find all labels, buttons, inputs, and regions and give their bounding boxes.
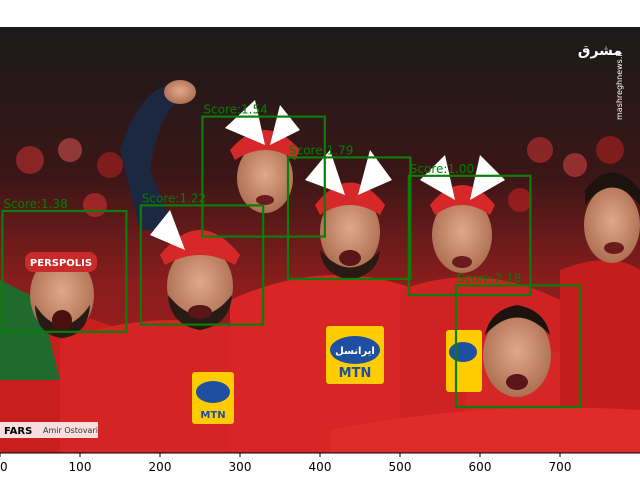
detection-rect bbox=[407, 174, 532, 297]
detection-box: Score:1.22 bbox=[139, 191, 265, 326]
scarf-text: PERSPOLIS bbox=[30, 258, 92, 269]
detection-box: Score:1.00 bbox=[407, 162, 532, 297]
watermark: مشرق mashreghnews.ir bbox=[578, 43, 624, 120]
detection-rect bbox=[139, 204, 265, 326]
x-axis: 0 100 200 300 400 500 600 700 bbox=[0, 452, 640, 474]
detection-box: Score:1.79 bbox=[286, 143, 412, 281]
credit-name: Amir Ostovari bbox=[43, 426, 98, 435]
x-tick-label: 600 bbox=[469, 460, 492, 474]
sponsor-text-2: MTN bbox=[200, 410, 225, 421]
x-tick-label: 100 bbox=[69, 460, 92, 474]
detection-rect bbox=[1, 209, 128, 333]
detection-label: Score:1.00 bbox=[410, 162, 474, 176]
credit-logo: FARS bbox=[4, 426, 32, 437]
x-tick-label: 700 bbox=[549, 460, 572, 474]
x-tick-label: 400 bbox=[309, 460, 332, 474]
detection-rect bbox=[454, 284, 582, 409]
sponsor-text-fa: ایرانسل bbox=[335, 346, 375, 357]
sponsor-text: MTN bbox=[339, 366, 372, 381]
detection-label: Score:1.54 bbox=[203, 103, 267, 117]
x-tick-label: 300 bbox=[229, 460, 252, 474]
detections: Score:1.54 Score:1.79 Score:1.00 Score:1.22… bbox=[1, 103, 582, 409]
x-tick-label: 500 bbox=[389, 460, 412, 474]
detection-label: Score:1.22 bbox=[142, 191, 206, 205]
x-tick-label: 200 bbox=[149, 460, 172, 474]
detection-box: Score:2.18 bbox=[454, 271, 582, 409]
detection-label: Score:1.38 bbox=[3, 197, 67, 211]
detection-box: Score:1.38 bbox=[1, 197, 128, 333]
svg-text:مشرق: مشرق bbox=[578, 43, 622, 59]
detection-label: Score:1.79 bbox=[289, 143, 353, 157]
photo: PERSPOLIS ایرانسل MTN MTN مشرق mashreghn… bbox=[0, 27, 640, 453]
x-tick-label: 0 bbox=[0, 460, 8, 474]
watermark-url: mashreghnews.ir bbox=[615, 50, 624, 120]
detection-label: Score:2.18 bbox=[457, 271, 521, 285]
photo-credit: FARS Amir Ostovari bbox=[0, 422, 98, 438]
detection-rect bbox=[286, 156, 412, 281]
